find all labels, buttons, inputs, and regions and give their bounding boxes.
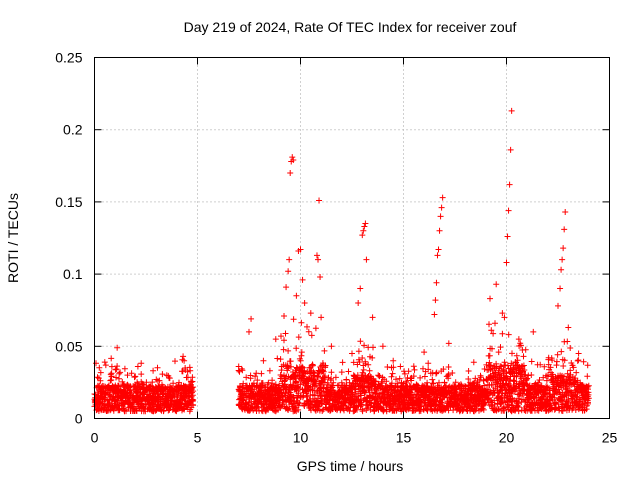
x-tick-label: 10 xyxy=(293,430,309,446)
x-tick-label: 0 xyxy=(91,430,99,446)
y-tick-label: 0.2 xyxy=(63,122,83,138)
chart-title: Day 219 of 2024, Rate Of TEC Index for r… xyxy=(184,19,517,35)
y-tick-label: 0.1 xyxy=(63,266,83,282)
y-tick-label: 0.25 xyxy=(55,50,82,66)
x-tick-label: 5 xyxy=(194,430,202,446)
x-tick-label: 20 xyxy=(499,430,515,446)
roti-chart: Day 219 of 2024, Rate Of TEC Index for r… xyxy=(0,0,640,480)
x-tick-label: 25 xyxy=(602,430,618,446)
y-tick-label: 0 xyxy=(75,411,83,427)
x-axis-label: GPS time / hours xyxy=(297,458,404,474)
y-tick-label: 0.15 xyxy=(55,194,82,210)
y-tick-label: 0.05 xyxy=(55,338,82,354)
y-axis-label: ROTI / TECUs xyxy=(5,193,21,283)
x-tick-label: 15 xyxy=(396,430,412,446)
